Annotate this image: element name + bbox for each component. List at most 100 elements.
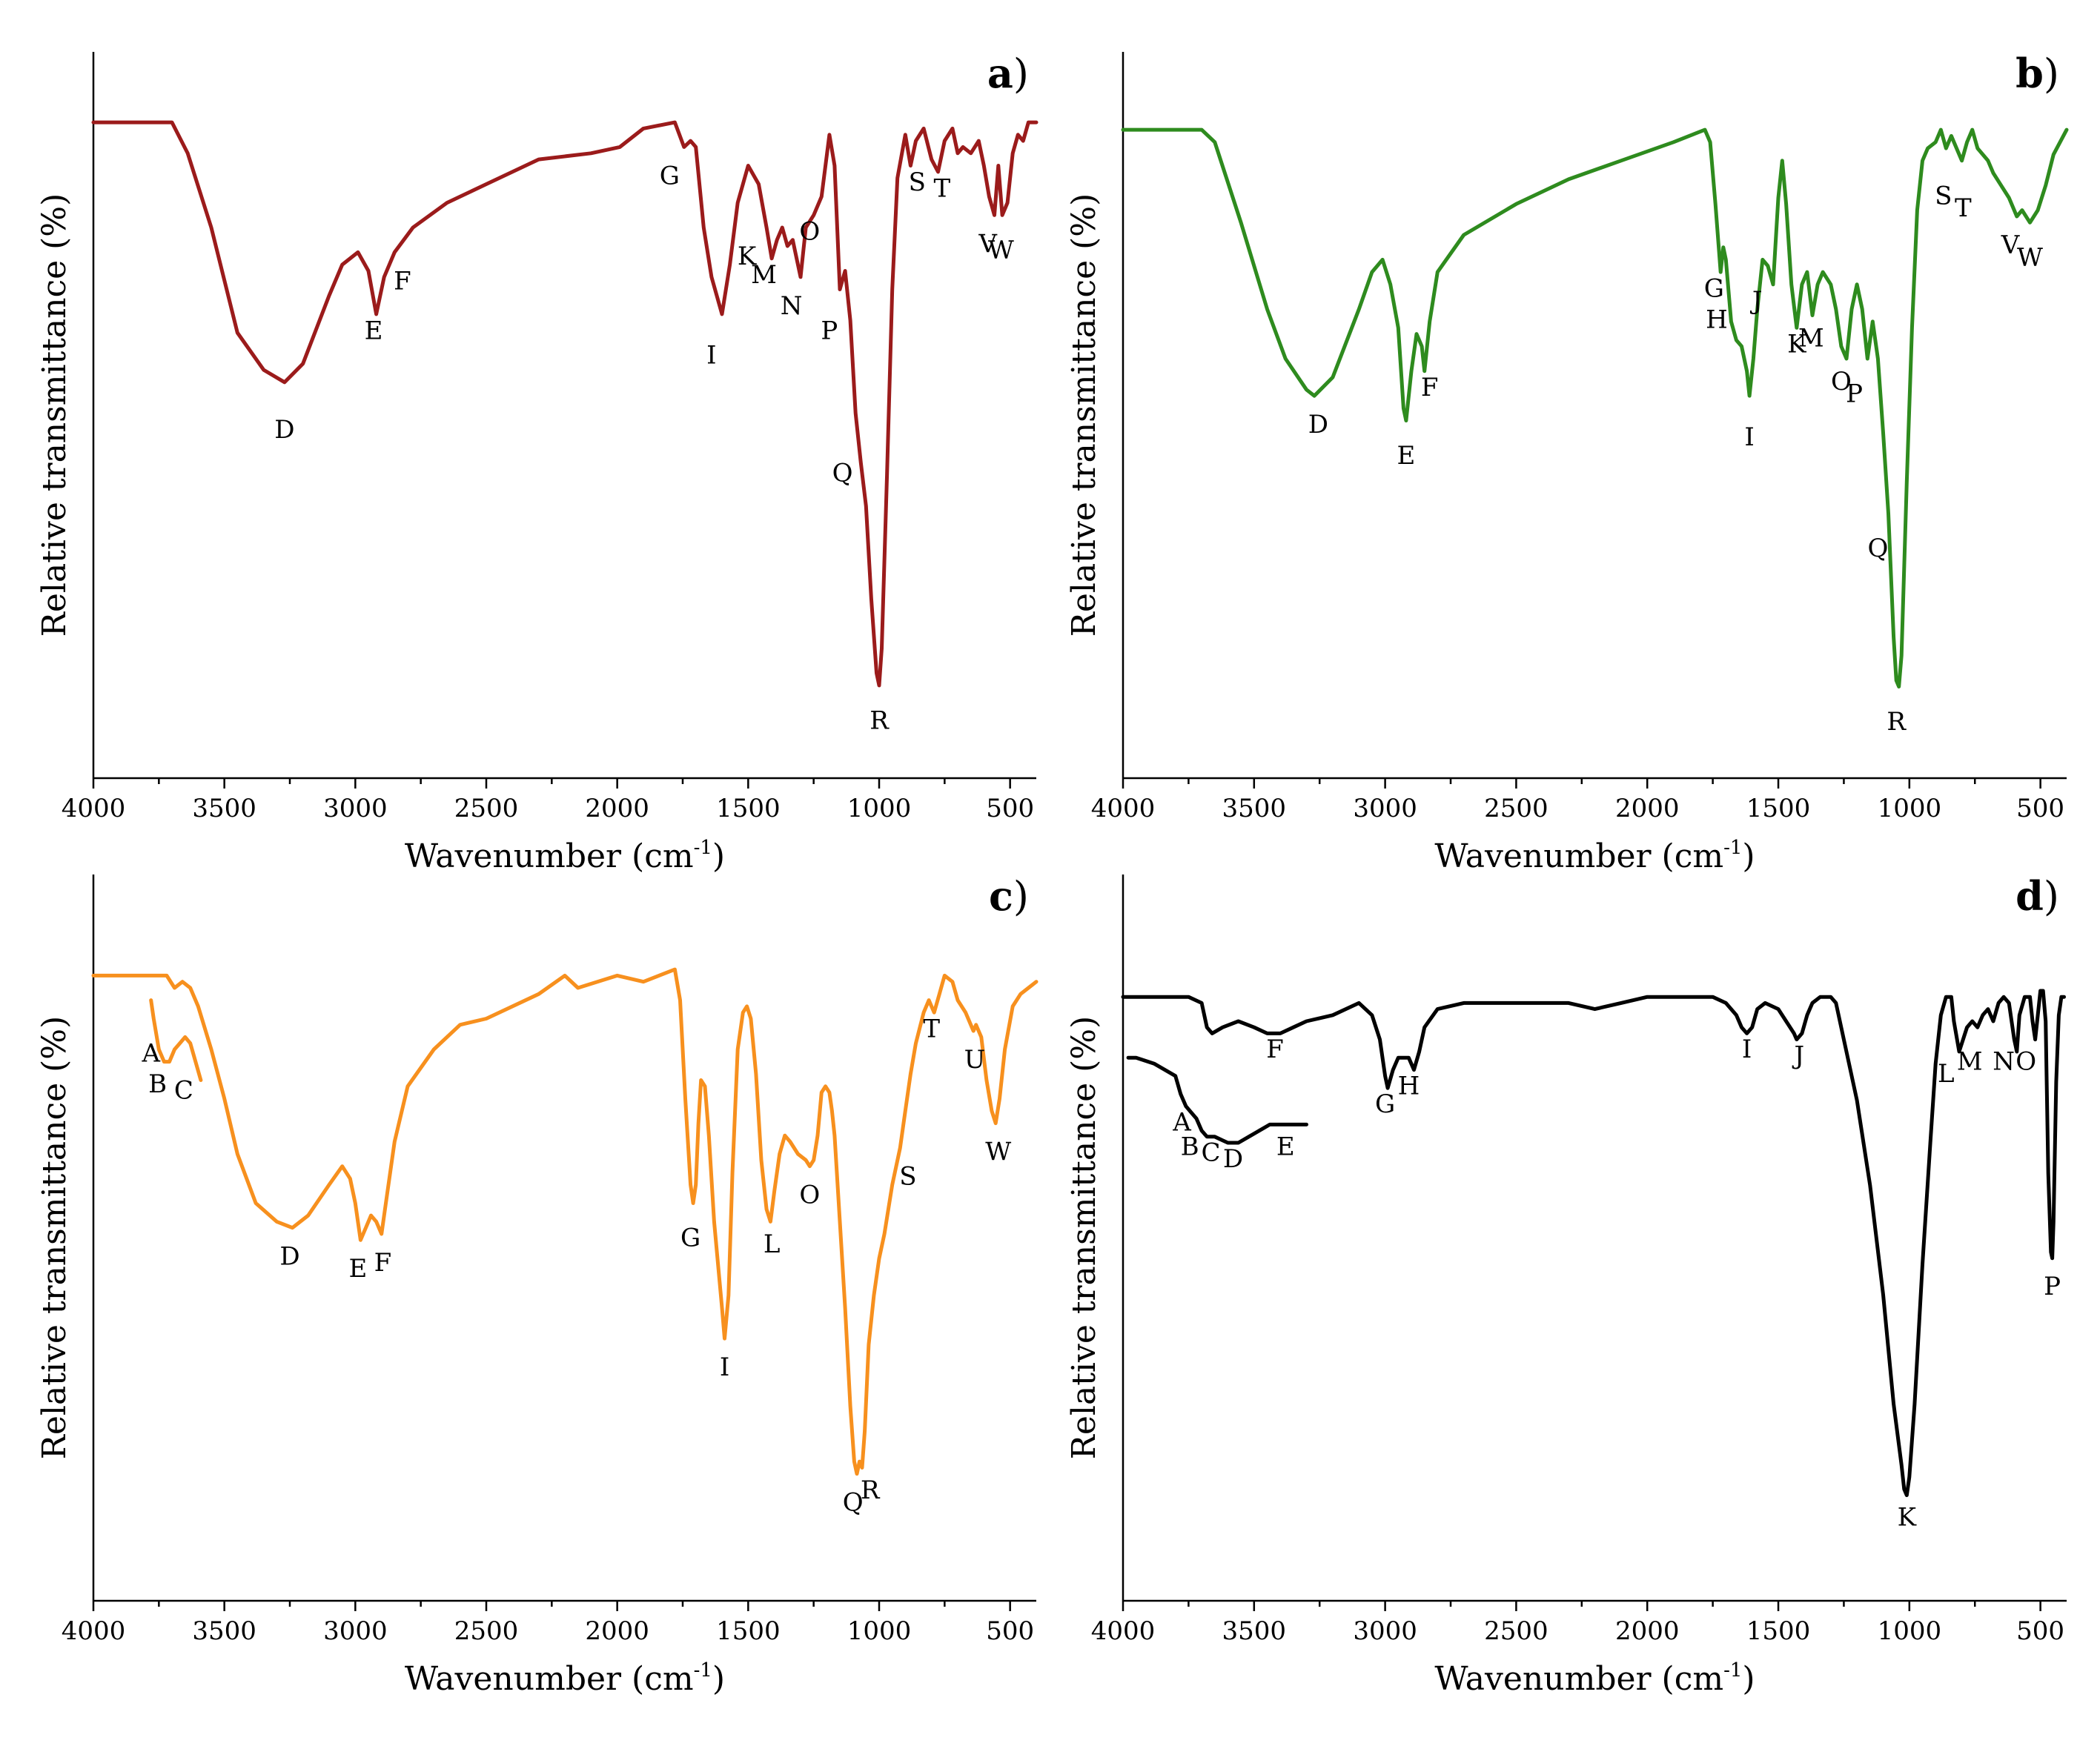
x-axis-title-close: )	[1742, 837, 1755, 875]
x-axis-title: Wavenumber (cm-1)	[1434, 1659, 1755, 1698]
peak-label: J	[1792, 1041, 1804, 1070]
x-tick-label: 4000	[1091, 1616, 1156, 1646]
x-tick-label: 500	[2016, 1616, 2064, 1646]
peak-label: W	[2017, 243, 2043, 273]
peak-label: G	[680, 1224, 700, 1253]
x-tick-label: 3500	[192, 1616, 256, 1646]
x-tick-label: 1500	[716, 1616, 781, 1646]
x-axis-title-superscript: -1	[694, 837, 712, 859]
peak-label: F	[374, 1248, 392, 1278]
peak-label: P	[2044, 1272, 2061, 1301]
x-axis-title-close: )	[1742, 1660, 1755, 1698]
spectrum-line	[1121, 989, 2066, 1498]
x-tick-label: 4000	[1091, 794, 1156, 823]
x-tick-label: 2000	[585, 1616, 649, 1646]
panel-tag-paren: )	[1013, 873, 1029, 920]
peak-label: L	[1938, 1059, 1955, 1089]
peak-label: H	[1398, 1071, 1420, 1101]
panel-tag-letter: b	[2015, 50, 2044, 97]
peak-label: S	[899, 1162, 916, 1192]
peak-label: S	[1935, 181, 1952, 210]
peak-label: I	[1744, 422, 1754, 452]
peak-label: V	[2001, 230, 2021, 260]
peak-label: E	[1276, 1132, 1295, 1161]
peak-label: G	[1704, 274, 1724, 304]
x-tick-label: 3000	[1353, 794, 1417, 823]
peak-label: R	[861, 1476, 881, 1505]
x-tick-label: 3500	[1222, 794, 1287, 823]
spectrum-line	[91, 120, 1039, 688]
x-tick-label: 2500	[454, 794, 519, 823]
peak-label: G	[660, 162, 680, 191]
peak-label: S	[909, 167, 926, 197]
x-axis-title-superscript: -1	[694, 1659, 712, 1682]
peak-label: I	[706, 341, 716, 371]
x-tick-label: 1000	[847, 794, 912, 823]
peak-label: O	[799, 217, 820, 247]
x-tick-label: 2000	[585, 794, 649, 823]
x-tick-label: 1000	[1878, 794, 1942, 823]
peak-label: N	[1993, 1047, 2015, 1077]
peak-label: K	[738, 242, 757, 271]
x-axis-title-superscript: -1	[1723, 1659, 1742, 1682]
peak-label: F	[1266, 1035, 1284, 1064]
x-axis-title-close: )	[712, 837, 725, 875]
peak-label: U	[964, 1045, 986, 1075]
x-axis-title-close: )	[712, 1660, 725, 1698]
peak-label: M	[1798, 323, 1824, 353]
x-tick-label: 500	[986, 1616, 1034, 1646]
peak-label: K	[1898, 1503, 1917, 1533]
peak-label: J	[1750, 286, 1763, 316]
inset-spectrum-line	[149, 998, 203, 1082]
spectrum-line	[91, 967, 1039, 1476]
y-axis-title: Relative transmittance (%)	[36, 193, 73, 637]
peak-label: M	[751, 260, 777, 290]
panel-tag: d)	[2015, 872, 2059, 920]
y-axis-title: Relative transmittance (%)	[1065, 1016, 1103, 1460]
peak-label: R	[870, 706, 890, 735]
x-tick-label: 3000	[323, 794, 388, 823]
peak-label: C	[1201, 1138, 1220, 1168]
peak-label: G	[1375, 1089, 1395, 1119]
panel-tag-paren: )	[2044, 50, 2059, 97]
peak-label: A	[1172, 1108, 1191, 1138]
peak-label: B	[148, 1069, 167, 1099]
peak-label: K	[1787, 330, 1806, 359]
peak-label: D	[279, 1242, 299, 1272]
y-axis-title: Relative transmittance (%)	[36, 1016, 73, 1460]
x-tick-label: 1000	[1878, 1616, 1942, 1646]
peak-label: O	[799, 1181, 820, 1210]
peak-label: T	[923, 1014, 940, 1043]
peak-label: I	[1742, 1035, 1752, 1064]
peak-label: D	[1308, 410, 1328, 439]
x-tick-label: 500	[2016, 794, 2064, 823]
peak-label: P	[821, 316, 838, 345]
inset-spectrum-line	[1126, 1055, 1308, 1145]
peak-label: T	[1955, 193, 1972, 223]
peak-label: Q	[1867, 534, 1888, 563]
x-tick-label: 1500	[716, 794, 781, 823]
x-tick-label: 2000	[1615, 794, 1680, 823]
peak-label: P	[1846, 379, 1863, 408]
peak-label: D	[1223, 1144, 1243, 1174]
panel-a: 4000 3500 3000 2500 2000 1500 1000 500 Wavenumbe…	[36, 50, 1039, 875]
peak-label: O	[2015, 1047, 2036, 1077]
peak-label: W	[985, 1137, 1011, 1166]
panel-d: 4000 3500 3000 2500 2000 1500 1000 500 Wavenumbe…	[1065, 872, 2067, 1698]
x-tick-label: 1000	[847, 1616, 912, 1646]
peak-label: Q	[843, 1488, 864, 1518]
panel-c: 4000 3500 3000 2500 2000 1500 1000 500 Wavenumbe…	[36, 872, 1039, 1698]
x-tick-label: 3000	[1353, 1616, 1417, 1646]
peak-label: I	[720, 1353, 729, 1382]
x-tick-label: 4000	[62, 794, 126, 823]
x-axis-title: Wavenumber (cm-1)	[405, 1659, 725, 1698]
panel-tag-letter: c	[989, 872, 1013, 920]
panel-tag: c)	[989, 872, 1029, 920]
x-axis-title-main: Wavenumber (cm	[1434, 837, 1723, 875]
x-tick-label: 2000	[1615, 1616, 1680, 1646]
x-axis-title: Wavenumber (cm-1)	[1434, 837, 1755, 875]
panel-tag-letter: a	[987, 50, 1013, 97]
x-axis-title-superscript: -1	[1723, 837, 1742, 859]
peak-label: F	[1421, 373, 1439, 402]
x-tick-label: 4000	[62, 1616, 126, 1646]
